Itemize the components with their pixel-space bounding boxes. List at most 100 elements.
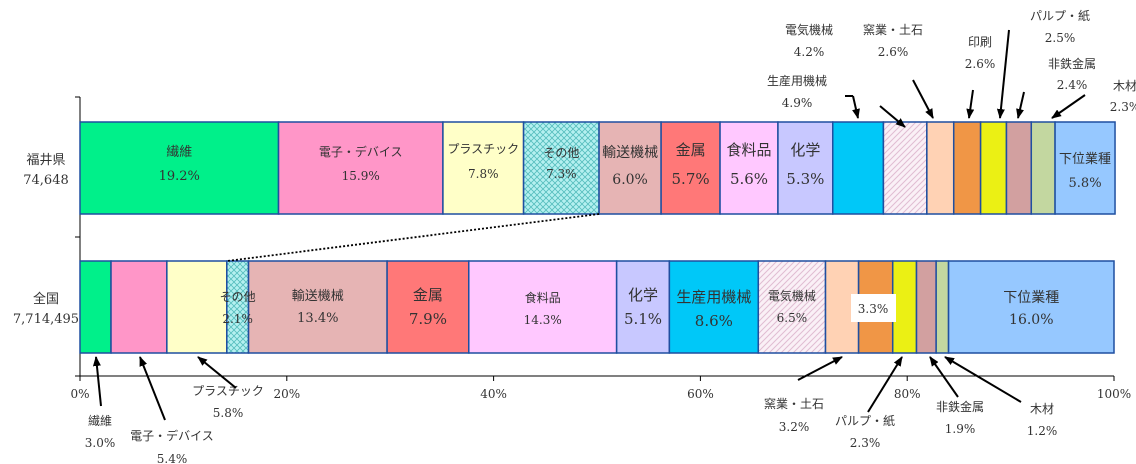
x-tick-label-1: 20% bbox=[273, 387, 300, 401]
in-name-0-2: プラスチック bbox=[447, 142, 519, 156]
out-value-0-11: 2.6% bbox=[965, 57, 996, 71]
in-value-0-2: 7.8% bbox=[468, 167, 499, 181]
x-tick-label-2: 40% bbox=[480, 387, 507, 401]
in-value-0-6: 5.6% bbox=[730, 170, 768, 188]
arrow-0-10 bbox=[912, 79, 934, 119]
in-value-0-7: 5.3% bbox=[786, 170, 824, 188]
in-name-0-0: 繊維 bbox=[166, 144, 192, 160]
in-name-1-7: 化学 bbox=[628, 286, 658, 304]
plot-area: 0% 20% 40% 60% 80% 100% 福井県 74,648 全国 7,714,495 繊維… bbox=[13, 8, 1136, 464]
out-value-1-1: 5.4% bbox=[157, 452, 188, 464]
in-value-1-7: 5.1% bbox=[624, 310, 662, 328]
bar-1-2 bbox=[166, 260, 228, 354]
out-name-0-8: 生産用機械 bbox=[767, 73, 827, 88]
in-value-1-4: 13.4% bbox=[297, 311, 338, 326]
x-tick-label-4: 80% bbox=[894, 387, 921, 401]
arrow-0-11 bbox=[966, 89, 975, 119]
in-name-1-4: 輸送機械 bbox=[292, 289, 344, 304]
bar-0-7 bbox=[777, 121, 834, 215]
bar-0-8 bbox=[832, 121, 885, 215]
arrow-1-10 bbox=[797, 356, 843, 381]
in-name-1-15: 下位業種 bbox=[1003, 290, 1059, 306]
in-value-0-5: 5.7% bbox=[672, 170, 710, 188]
bar-0-4 bbox=[598, 121, 662, 215]
out-name-0-11: 印刷 bbox=[968, 35, 992, 49]
arrow-1-0 bbox=[92, 356, 102, 407]
arrow-1-12 bbox=[867, 356, 903, 413]
in-name-1-5: 金属 bbox=[413, 286, 443, 304]
bar-0-3 bbox=[522, 121, 600, 215]
bar-0-2 bbox=[442, 121, 525, 215]
arrow-1-1 bbox=[139, 356, 166, 421]
in-value-1-3: 2.1% bbox=[222, 312, 253, 326]
out-name-1-1: 電子・デバイス bbox=[130, 428, 214, 443]
x-tick-label-5: 100% bbox=[1097, 387, 1131, 401]
in-name-0-1: 電子・デバイス bbox=[319, 144, 403, 159]
bar-1-8 bbox=[668, 260, 760, 354]
out-value-0-8: 4.9% bbox=[782, 96, 813, 110]
in-value-1-9: 6.5% bbox=[777, 311, 808, 325]
in-value-0-15: 5.8% bbox=[1069, 176, 1102, 191]
row-label-0: 福井県 bbox=[26, 153, 65, 168]
arrow-0-13 bbox=[1016, 91, 1025, 119]
out-name-0-10: 窯業・土石 bbox=[863, 22, 923, 37]
out-value-0-12: 2.5% bbox=[1045, 31, 1076, 45]
bar-0-9 bbox=[882, 121, 928, 215]
arrow-0-14 bbox=[1051, 94, 1086, 119]
bar-0-12 bbox=[979, 121, 1008, 215]
bar-1-5 bbox=[386, 260, 470, 354]
out-value-1-14: 1.2% bbox=[1027, 424, 1058, 438]
in-value-0-1: 15.9% bbox=[342, 169, 380, 183]
bar-0-10 bbox=[926, 121, 955, 215]
in-name-0-7: 化学 bbox=[790, 141, 820, 159]
out-name-1-14: 木材 bbox=[1030, 402, 1054, 416]
out-name-1-2: プラスチック bbox=[192, 384, 264, 398]
bar-0-6 bbox=[719, 121, 779, 215]
arrow-0-8 bbox=[852, 95, 860, 119]
in-value-1-8: 8.6% bbox=[695, 312, 733, 330]
in-value-1-15: 16.0% bbox=[1009, 312, 1053, 328]
in-value-1-11: 3.3% bbox=[858, 302, 889, 316]
bar-1-15 bbox=[947, 260, 1115, 354]
bar-1-3 bbox=[226, 260, 250, 354]
x-tick-label-3: 60% bbox=[687, 387, 714, 401]
bar-0-0 bbox=[79, 121, 280, 215]
out-name-1-13: 非鉄金属 bbox=[936, 399, 984, 414]
out-name-0-12: パルプ・紙 bbox=[1030, 8, 1090, 23]
out-value-1-2: 5.8% bbox=[213, 406, 244, 420]
arrow-0-9 bbox=[879, 105, 906, 128]
in-value-1-6: 14.3% bbox=[524, 313, 562, 327]
in-name-1-3: その他 bbox=[220, 290, 256, 304]
bar-0-15 bbox=[1054, 121, 1116, 215]
in-name-0-4: 輸送機械 bbox=[602, 145, 658, 161]
row-total-0: 74,648 bbox=[23, 173, 69, 188]
in-value-0-3: 7.3% bbox=[546, 167, 577, 181]
out-name-0-9: 電気機械 bbox=[785, 22, 833, 37]
arrow-0-12 bbox=[996, 29, 1010, 119]
bar-0-1 bbox=[277, 121, 444, 215]
in-name-1-6: 食料品 bbox=[525, 290, 561, 305]
out-value-0-13: 2.4% bbox=[1057, 78, 1088, 92]
in-name-1-9: 電気機械 bbox=[768, 288, 816, 303]
in-name-0-3: その他 bbox=[543, 146, 579, 160]
out-value-0-9: 4.2% bbox=[794, 45, 825, 59]
value-box-bg-1-11 bbox=[851, 294, 896, 322]
bar-1-12 bbox=[891, 260, 918, 354]
bar-1-13 bbox=[915, 260, 937, 354]
out-name-1-10: 窯業・土石 bbox=[764, 396, 824, 411]
in-value-0-4: 6.0% bbox=[612, 172, 648, 188]
bar-1-14 bbox=[935, 260, 950, 354]
out-name-1-0: 繊維 bbox=[88, 414, 112, 428]
out-value-1-10: 3.2% bbox=[779, 420, 810, 434]
connector-dotted bbox=[226, 213, 600, 262]
bar-0-5 bbox=[660, 121, 721, 215]
row-label-1: 全国 bbox=[33, 291, 59, 307]
bar-1-6 bbox=[468, 260, 618, 354]
bar-0-14 bbox=[1030, 121, 1056, 215]
bar-1-0 bbox=[79, 260, 112, 354]
bar-1-1 bbox=[110, 260, 168, 354]
out-name-0-14: 木材 bbox=[1113, 79, 1136, 93]
out-value-1-12: 2.3% bbox=[850, 436, 881, 450]
bar-0-11 bbox=[952, 121, 982, 215]
